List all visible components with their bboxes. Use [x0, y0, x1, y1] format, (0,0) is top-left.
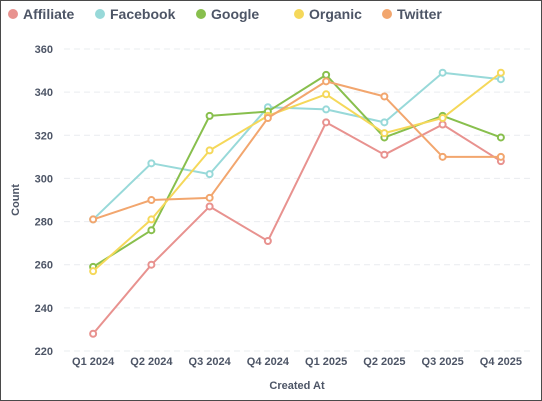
- data-point[interactable]: [496, 68, 505, 77]
- legend: Affiliate Facebook Google Organic Twitter: [8, 6, 442, 22]
- data-point[interactable]: [438, 114, 447, 123]
- legend-item-affiliate[interactable]: Affiliate: [8, 6, 75, 22]
- x-tick-label: Q3 2025: [422, 356, 464, 368]
- y-axis-title: Count: [10, 184, 22, 216]
- data-point[interactable]: [205, 111, 214, 120]
- series-line: [92, 71, 502, 272]
- data-point[interactable]: [263, 236, 272, 245]
- series-organic: [89, 68, 505, 276]
- legend-label: Facebook: [110, 6, 176, 22]
- data-point[interactable]: [322, 70, 331, 79]
- legend-label: Organic: [309, 6, 362, 22]
- data-point[interactable]: [205, 193, 214, 202]
- data-point[interactable]: [438, 68, 447, 77]
- data-point[interactable]: [496, 75, 505, 84]
- data-point[interactable]: [205, 202, 214, 211]
- y-tick-label: 300: [35, 173, 53, 185]
- legend-swatch: [8, 9, 18, 19]
- x-tick-label: Q2 2025: [363, 356, 405, 368]
- x-tick-label: Q1 2024: [72, 356, 115, 368]
- x-axis-title: Created At: [269, 380, 325, 392]
- data-point[interactable]: [147, 226, 156, 235]
- series-line: [92, 121, 502, 335]
- data-point[interactable]: [322, 77, 331, 86]
- data-point[interactable]: [496, 133, 505, 142]
- legend-swatch: [95, 9, 105, 19]
- x-tick-label: Q4 2024: [247, 356, 290, 368]
- y-tick-label: 280: [35, 217, 53, 229]
- data-point[interactable]: [147, 260, 156, 269]
- legend-label: Twitter: [397, 6, 442, 22]
- x-axis-ticks: Q1 2024 Q2 2024 Q3 2024 Q4 2024 Q1 2025 Q2 20…: [72, 356, 522, 368]
- data-point[interactable]: [322, 118, 331, 127]
- data-point[interactable]: [89, 267, 98, 276]
- legend-swatch: [294, 9, 304, 19]
- legend-swatch: [196, 9, 206, 19]
- y-tick-label: 260: [35, 260, 53, 272]
- x-tick-label: Q2 2024: [130, 356, 173, 368]
- data-point[interactable]: [89, 215, 98, 224]
- x-tick-label: Q4 2025: [480, 356, 522, 368]
- series-line: [92, 80, 501, 221]
- legend-item-google[interactable]: Google: [196, 6, 259, 22]
- data-point[interactable]: [147, 196, 156, 204]
- series-affiliate: [89, 118, 505, 338]
- data-point[interactable]: [205, 146, 214, 155]
- y-axis-ticks: 220 240 260 280 300 320 340 360: [35, 44, 53, 358]
- y-tick-label: 320: [35, 130, 53, 142]
- legend-item-twitter[interactable]: Twitter: [382, 6, 442, 22]
- x-tick-label: Q3 2024: [189, 356, 232, 368]
- x-tick-label: Q1 2025: [305, 356, 347, 368]
- data-point[interactable]: [89, 329, 98, 338]
- data-point[interactable]: [263, 114, 272, 123]
- data-point[interactable]: [205, 170, 214, 179]
- series-group: [89, 68, 505, 338]
- legend-item-organic[interactable]: Organic: [294, 6, 362, 22]
- y-tick-label: 220: [35, 346, 53, 358]
- data-point[interactable]: [438, 120, 447, 129]
- y-tick-label: 340: [35, 87, 53, 99]
- legend-item-facebook[interactable]: Facebook: [95, 6, 176, 22]
- data-point[interactable]: [380, 118, 389, 127]
- data-point[interactable]: [380, 92, 389, 101]
- data-point[interactable]: [438, 152, 447, 161]
- series-line: [92, 71, 501, 221]
- data-point[interactable]: [496, 152, 505, 161]
- data-point[interactable]: [380, 129, 389, 138]
- series-google: [89, 70, 505, 271]
- series-line: [92, 73, 502, 268]
- y-tick-label: 360: [35, 44, 53, 56]
- data-point[interactable]: [147, 159, 156, 168]
- legend-label: Affiliate: [23, 6, 75, 22]
- legend-swatch: [382, 9, 392, 19]
- series-twitter: [89, 77, 505, 224]
- data-point[interactable]: [380, 150, 389, 159]
- y-tick-label: 240: [35, 303, 53, 315]
- data-point[interactable]: [322, 105, 331, 114]
- data-point[interactable]: [322, 90, 331, 99]
- legend-label: Google: [211, 6, 259, 22]
- data-point[interactable]: [147, 215, 156, 224]
